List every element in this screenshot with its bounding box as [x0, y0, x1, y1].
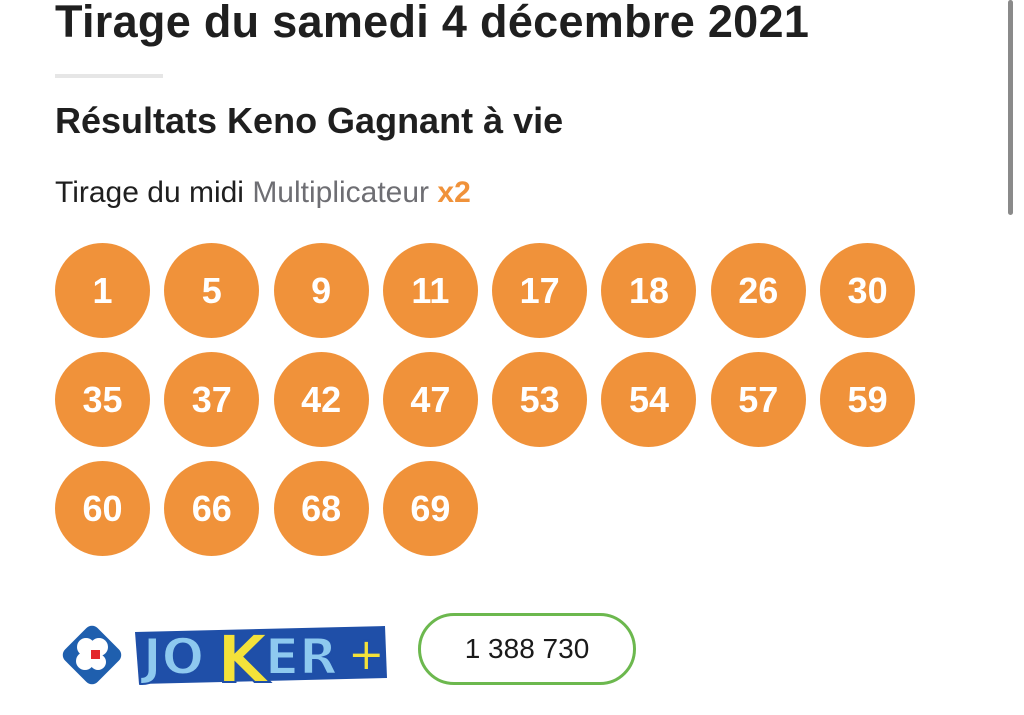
multiplier-label: Multiplicateur — [252, 176, 430, 209]
number-ball: 57 — [710, 352, 806, 447]
number-ball: 47 — [382, 352, 478, 447]
svg-text:JO: JO — [140, 628, 204, 686]
page-title: Tirage du samedi 4 décembre 2021 — [55, 0, 810, 47]
number-ball: 17 — [492, 243, 588, 338]
draw-label: Tirage du midi — [55, 176, 244, 209]
draw-info: Tirage du midi Multiplicateur x2 — [55, 176, 471, 210]
number-ball: 5 — [164, 243, 260, 338]
number-ball: 59 — [820, 352, 916, 447]
number-ball: 69 — [382, 461, 478, 556]
number-ball: 11 — [382, 243, 478, 338]
fdj-clover-logo-icon — [57, 620, 127, 695]
scrollbar[interactable] — [1008, 0, 1013, 215]
number-ball: 18 — [601, 243, 697, 338]
number-ball: 68 — [273, 461, 369, 556]
number-ball: 42 — [273, 352, 369, 447]
number-ball: 37 — [164, 352, 260, 447]
svg-text:+: + — [347, 627, 386, 681]
section-title: Résultats Keno Gagnant à vie — [55, 100, 564, 141]
svg-text:ER: ER — [265, 628, 338, 686]
number-ball: 53 — [492, 352, 588, 447]
number-ball: 66 — [164, 461, 260, 556]
joker-plus-logo: JO K ER + — [135, 612, 390, 699]
number-ball: 1 — [55, 243, 150, 338]
multiplier-value: x2 — [437, 176, 471, 209]
number-ball: 30 — [820, 243, 916, 338]
joker-number: 1 388 730 — [418, 613, 636, 685]
drawn-numbers: 1 5 9 11 17 18 26 30 35 37 42 47 53 54 57 59 60 66 68 69 — [55, 243, 935, 556]
number-ball: 35 — [55, 352, 150, 447]
number-ball: 60 — [55, 461, 150, 556]
number-ball: 54 — [601, 352, 697, 447]
svg-text:K: K — [217, 621, 271, 692]
number-ball: 26 — [710, 243, 806, 338]
number-ball: 9 — [273, 243, 369, 338]
divider — [55, 74, 163, 78]
